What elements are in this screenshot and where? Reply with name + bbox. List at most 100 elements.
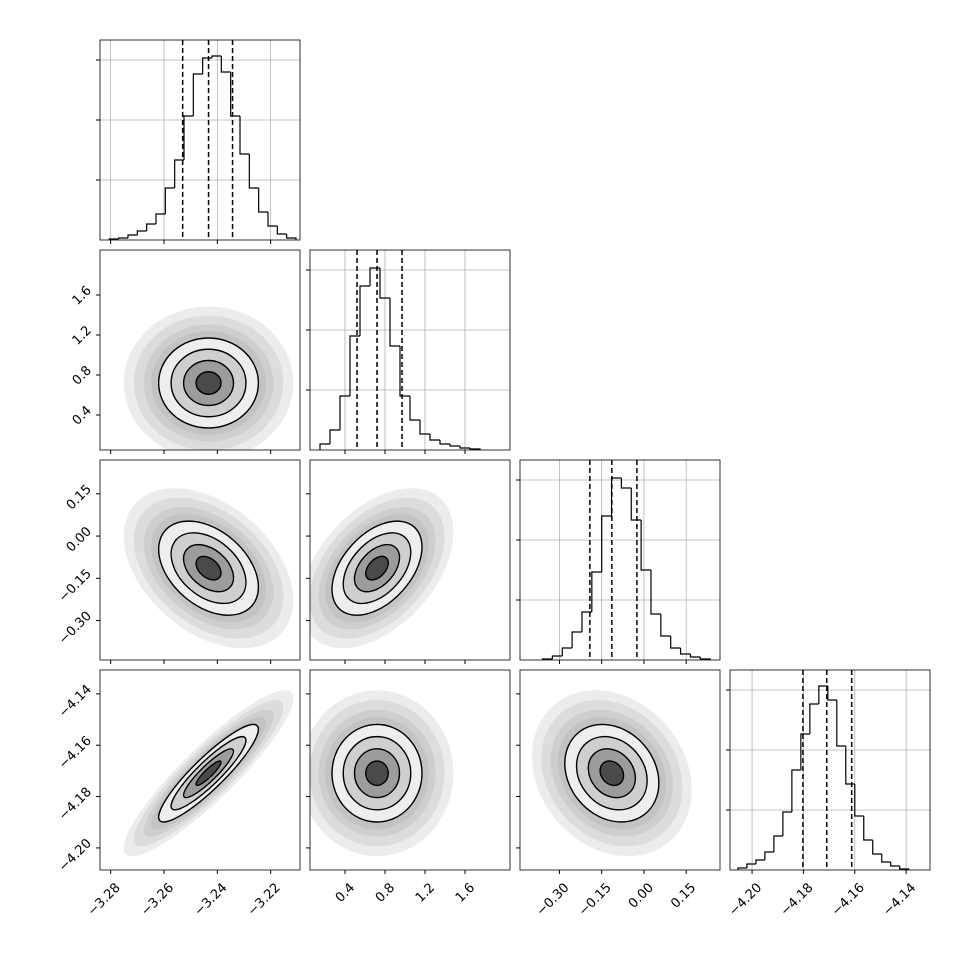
x-tick-label: −3.24: [192, 880, 231, 919]
histogram-step: [591, 571, 602, 612]
contour: [365, 760, 389, 787]
histogram-step: [746, 863, 756, 868]
histogram-step: [670, 636, 681, 649]
panel-frame: [99, 459, 301, 661]
histogram-step: [800, 733, 810, 770]
histogram-step: [610, 477, 622, 516]
histogram-step: [183, 115, 194, 160]
histogram-step: [319, 443, 330, 450]
histogram-step: [419, 420, 430, 435]
x-tick-label: 0.15: [668, 880, 699, 911]
y-tick-label: −4.16: [56, 733, 95, 772]
histogram-step: [202, 57, 212, 74]
histogram-step: [755, 859, 765, 864]
histogram-step: [220, 56, 231, 73]
histogram-step: [286, 234, 297, 240]
histogram-step: [791, 769, 801, 812]
density-panel: [310, 488, 454, 649]
histogram-step: [818, 685, 828, 704]
histogram-step: [782, 811, 792, 836]
x-tick-label: 0.4: [333, 880, 358, 905]
x-tick-label: 0.00: [626, 880, 657, 911]
x-tick-label: 0.8: [373, 880, 398, 905]
histogram-step: [136, 230, 147, 235]
density-panel: [123, 306, 294, 450]
histogram-step: [872, 840, 882, 855]
histogram-step: [211, 55, 222, 58]
x-tick-label: −4.20: [726, 880, 765, 919]
panel-frame: [519, 459, 721, 661]
histogram-step: [127, 234, 138, 238]
histogram-step: [339, 395, 350, 430]
histogram-step: [469, 448, 481, 450]
histogram-step: [863, 816, 873, 841]
histogram-step: [630, 488, 642, 521]
histogram-step: [809, 703, 819, 734]
panel-frame: [99, 39, 301, 241]
histogram-step: [764, 851, 774, 860]
histogram-step: [845, 746, 855, 785]
contour: [599, 760, 625, 787]
density-panel: [123, 488, 294, 649]
x-tick-label: −4.14: [880, 880, 919, 919]
histogram-step: [174, 159, 184, 188]
panel-frame: [519, 669, 721, 871]
x-tick-label: −4.16: [829, 880, 868, 919]
histogram-step: [571, 631, 582, 648]
panel-frame: [309, 669, 511, 871]
histogram-step: [389, 298, 400, 347]
y-tick-label: 0.15: [64, 482, 95, 513]
y-tick-label: 1.6: [70, 283, 95, 308]
histogram-step: [155, 213, 166, 224]
panel-frame: [309, 249, 511, 451]
histogram-step: [679, 648, 691, 655]
density-panel: [310, 690, 454, 857]
y-tick-label: −4.18: [56, 785, 95, 824]
histogram-step: [459, 446, 470, 449]
y-tick-label: 0.00: [64, 524, 95, 555]
histogram-step: [258, 188, 268, 213]
y-tick-label: −4.14: [56, 682, 95, 721]
histogram-step: [551, 655, 563, 659]
histogram-step: [650, 570, 661, 615]
x-tick-label: 1.6: [453, 880, 478, 905]
histogram-step: [276, 226, 287, 235]
contour: [195, 760, 222, 787]
histogram-step: [369, 267, 380, 286]
histogram-step: [439, 440, 450, 445]
histogram-step: [399, 346, 410, 397]
x-tick-label: −0.30: [534, 880, 573, 919]
contour: [365, 555, 389, 581]
y-tick-label: 0.8: [70, 363, 95, 388]
histogram-step: [561, 647, 573, 656]
histogram-step: [827, 686, 837, 701]
panel-frame: [729, 669, 931, 871]
histogram-step: [429, 434, 440, 441]
histogram-step: [349, 335, 360, 396]
histogram-step: [248, 154, 259, 189]
panel-frame: [309, 459, 511, 661]
histogram-step: [146, 223, 156, 231]
y-tick-label: 0.4: [70, 403, 95, 428]
histogram-step: [267, 212, 278, 227]
histogram-step: [620, 478, 632, 489]
x-tick-label: −3.28: [85, 880, 124, 919]
contour: [195, 555, 222, 581]
y-tick-label: −0.15: [56, 567, 95, 606]
histogram-step: [239, 116, 250, 155]
histogram-step: [329, 429, 340, 444]
histogram-step: [699, 657, 711, 660]
x-tick-label: −3.26: [138, 880, 177, 919]
histogram-step: [773, 835, 783, 852]
histogram-step: [359, 285, 370, 336]
histogram-step: [854, 784, 864, 817]
contour: [195, 371, 222, 395]
y-tick-label: −0.30: [56, 609, 95, 648]
histogram-step: [737, 867, 747, 870]
y-tick-label: 1.2: [70, 323, 95, 348]
histogram-step: [581, 611, 592, 632]
x-tick-label: −4.18: [778, 880, 817, 919]
histogram-step: [192, 73, 203, 116]
density-panel: [531, 690, 692, 857]
